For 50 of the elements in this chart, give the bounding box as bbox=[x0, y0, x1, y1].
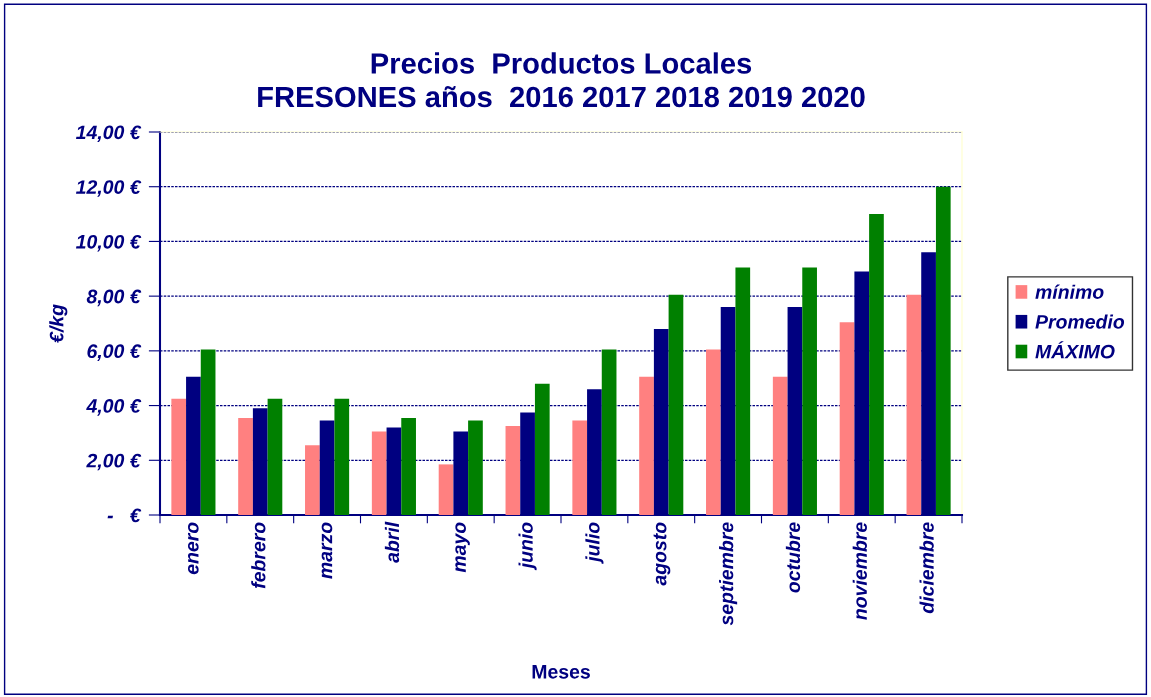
y-tick-label: 6,00 € bbox=[87, 344, 142, 361]
bar bbox=[935, 186, 951, 515]
bar bbox=[572, 420, 588, 515]
y-tick-label: 2,00 € bbox=[86, 453, 142, 471]
x-tick-label: mayo bbox=[455, 522, 470, 573]
bar bbox=[334, 398, 350, 515]
x-tick-label: junio bbox=[518, 522, 537, 571]
bar bbox=[438, 464, 454, 515]
x-tick-label: septiembre bbox=[719, 522, 738, 626]
bar bbox=[305, 445, 320, 515]
x-tick-label: noviembre bbox=[852, 522, 867, 620]
bar bbox=[869, 214, 884, 515]
x-tick-label: julio bbox=[585, 522, 604, 564]
bar bbox=[639, 376, 654, 515]
y-tick-label: - € bbox=[107, 508, 142, 523]
bar bbox=[371, 431, 387, 515]
bar bbox=[802, 267, 817, 515]
x-tick-label: agosto bbox=[653, 522, 671, 586]
bar bbox=[735, 267, 751, 515]
x-tick-label: octubre bbox=[785, 522, 801, 593]
bar bbox=[401, 417, 416, 515]
x-tick-label: marzo bbox=[321, 522, 333, 579]
bar bbox=[505, 426, 521, 515]
x-tick-label: abril bbox=[384, 521, 400, 563]
y-tick-label: 4,00 € bbox=[86, 399, 142, 416]
y-axis-title: €/kg bbox=[49, 304, 68, 343]
x-tick-label: febrero bbox=[251, 522, 266, 589]
bar bbox=[668, 294, 684, 515]
legend-label: mínimo bbox=[1035, 284, 1104, 299]
x-tick-label: diciembre bbox=[919, 522, 934, 614]
bar bbox=[200, 349, 216, 515]
bar bbox=[772, 376, 788, 515]
bar bbox=[706, 349, 721, 515]
legend-label: Promedio bbox=[1035, 314, 1125, 329]
y-tick-label: 14,00 € bbox=[76, 125, 142, 143]
bar bbox=[468, 420, 483, 515]
bar bbox=[601, 349, 617, 515]
bar bbox=[906, 294, 922, 515]
x-axis-title: Meses bbox=[532, 665, 590, 679]
bar bbox=[267, 398, 283, 515]
chart-title: Precios Productos Locales FRESONES años 2016 2017 2018 2019 2020 bbox=[258, 52, 865, 108]
bar bbox=[839, 322, 855, 515]
y-tick-label: 12,00 € bbox=[76, 180, 142, 197]
x-tick-label: enero bbox=[187, 522, 199, 575]
bar bbox=[171, 398, 187, 515]
y-tick-label: 10,00 € bbox=[76, 234, 142, 252]
bar bbox=[238, 417, 253, 515]
y-tick-label: 8,00 € bbox=[86, 289, 142, 307]
bar bbox=[534, 383, 550, 515]
legend-label: MÁXIMO bbox=[1035, 341, 1115, 359]
